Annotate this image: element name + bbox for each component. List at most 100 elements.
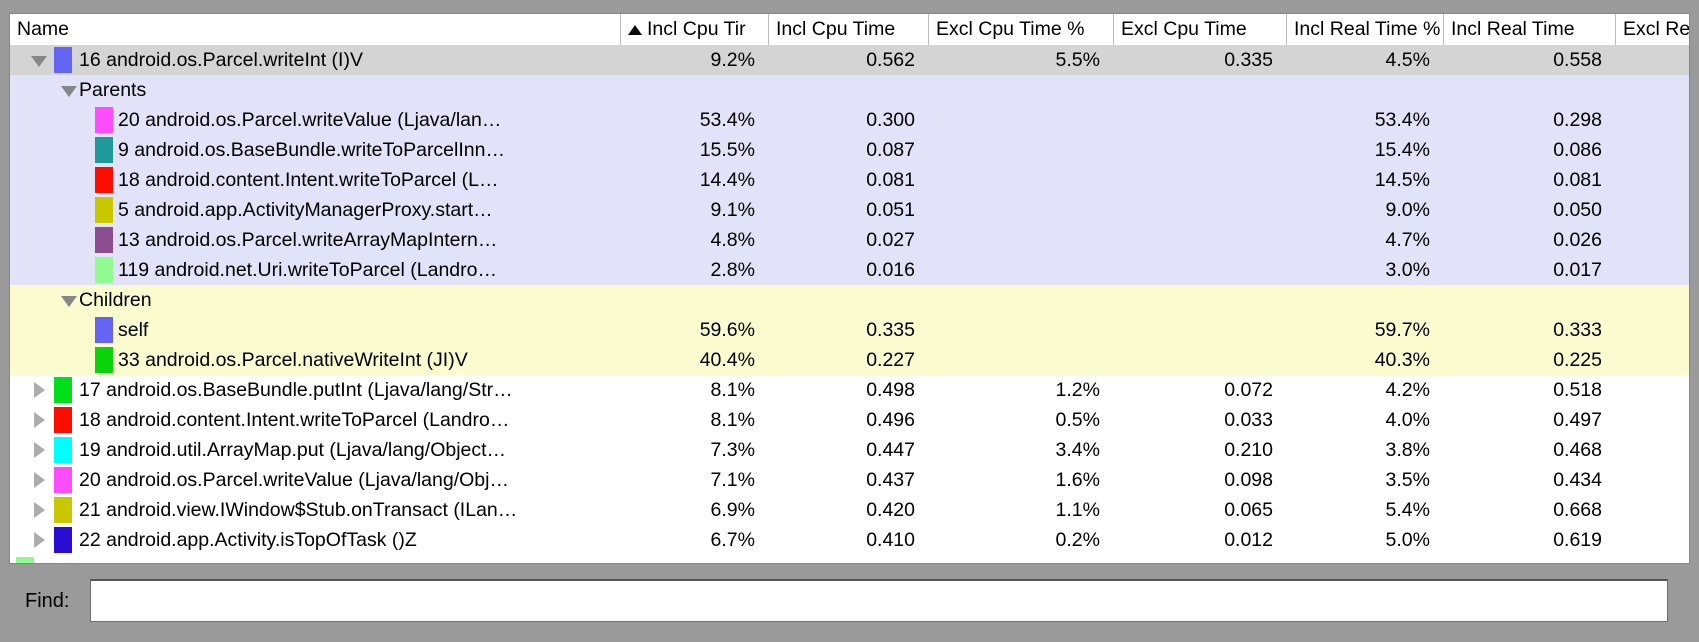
method-name: 18 android.content.Intent.writeToParcel … [79,408,510,431]
method-name: 22 android.app.Activity.isTopOfTask ()Z [79,528,417,551]
method-name: 13 android.os.Parcel.writeArrayMapIntern… [118,228,498,251]
value-cell-incl-real-time: 0.050 [1553,198,1602,221]
expander-expanded-icon[interactable] [61,82,78,99]
expander-expanded-icon[interactable] [61,292,78,309]
column-header-label: Name [17,18,70,40]
table-row[interactable]: 17 android.os.BaseBundle.putInt (Ljava/l… [10,375,1689,405]
expander-collapsed-icon[interactable] [31,531,48,549]
value-cell-excl-cpu-time: 0.210 [1224,438,1273,461]
table-row[interactable]: 20 android.os.Parcel.writeValue (Ljava/l… [10,465,1689,495]
value-cell-incl-real-pct: 53.4% [1374,108,1430,131]
table-row[interactable]: 18 android.content.Intent.writeToParcel … [10,165,1689,195]
method-name: Parents [79,78,147,101]
table-row[interactable]: 18 android.content.Intent.writeToParcel … [10,405,1689,435]
table-row[interactable]: 19 android.util.ArrayMap.put (Ljava/lang… [10,435,1689,465]
section-row[interactable]: Parents [10,75,1689,105]
value-cell-incl-real-pct: 5.4% [1385,498,1430,521]
column-header-incl-real-time[interactable]: Incl Real Time [1443,14,1615,45]
value-cell-incl-cpu-pct: 8.1% [710,378,755,401]
column-header-label: Incl Real Time % [1294,18,1441,40]
method-name: 9 android.os.BaseBundle.writeToParcelInn… [118,138,505,161]
value-cell-incl-real-time: 0.026 [1553,228,1602,251]
value-cell-incl-real-pct: 3.8% [1385,438,1430,461]
value-cell-incl-real-time: 0.017 [1553,258,1602,281]
table-row[interactable]: 9 android.os.BaseBundle.writeToParcelInn… [10,135,1689,165]
expander-collapsed-icon[interactable] [31,381,48,399]
column-header-excl-real[interactable]: Excl Real [1615,14,1689,45]
expander-collapsed-icon[interactable] [31,441,48,459]
color-swatch [54,47,72,73]
value-cell-incl-cpu-pct: 6.7% [710,528,755,551]
color-swatch [54,497,72,523]
table-row[interactable]: 20 android.os.Parcel.writeValue (Ljava/l… [10,105,1689,135]
method-name: self [118,318,149,341]
value-cell-incl-real-pct: 4.5% [1385,48,1430,71]
column-header-incl-real-pct[interactable]: Incl Real Time % [1286,14,1443,45]
color-swatch [95,107,113,133]
value-cell-incl-real-pct: 4.7% [1385,228,1430,251]
profile-method-table: Name Incl Cpu Tir Incl Cpu Time Excl Cpu… [10,14,1689,563]
value-cell-incl-cpu-time: 0.087 [866,138,915,161]
table-row[interactable]: 33 android.os.Parcel.nativeWriteInt (JI)… [10,345,1689,375]
value-cell-excl-cpu-pct: 0.5% [1055,408,1100,431]
method-name: 19 android.util.ArrayMap.put (Ljava/lang… [79,438,507,461]
value-cell-incl-real-time: 0.081 [1553,168,1602,191]
value-cell-incl-real-pct: 59.7% [1374,318,1430,341]
value-cell-incl-cpu-time: 0.562 [866,48,915,71]
value-cell-incl-real-time: 0.086 [1553,138,1602,161]
table-row[interactable]: 5 android.app.ActivityManagerProxy.start… [10,195,1689,225]
value-cell-incl-cpu-pct: 6.9% [710,498,755,521]
table-row[interactable]: 13 android.os.Parcel.writeArrayMapIntern… [10,225,1689,255]
method-name: 21 android.view.IWindow$Stub.onTransact … [79,498,518,521]
method-name: 17 android.os.BaseBundle.putInt (Ljava/l… [79,378,513,401]
table-row[interactable]: 22 android.app.Activity.isTopOfTask ()Z … [10,525,1689,555]
column-header-label: Incl Real Time [1451,18,1575,40]
table-row[interactable]: 21 android.view.IWindow$Stub.onTransact … [10,495,1689,525]
column-header-excl-cpu-pct[interactable]: Excl Cpu Time % [928,14,1113,45]
value-cell-incl-cpu-pct: 9.1% [710,198,755,221]
column-header-excl-cpu-time[interactable]: Excl Cpu Time [1113,14,1286,45]
value-cell-incl-cpu-pct: 7.1% [710,468,755,491]
value-cell-excl-cpu-time: 0.033 [1224,408,1273,431]
expander-expanded-icon[interactable] [31,52,48,69]
column-header-label: Incl Cpu Time [776,18,896,40]
method-name: 16 android.os.Parcel.writeInt (I)V [79,48,363,71]
table-row[interactable]: 16 android.os.Parcel.writeInt (I)V 9.2% 0… [10,45,1689,75]
color-swatch [54,407,72,433]
value-cell-incl-real-pct: 15.4% [1374,138,1430,161]
value-cell-incl-cpu-pct: 2.8% [710,258,755,281]
expander-collapsed-icon[interactable] [31,411,48,429]
section-row[interactable]: Children [10,285,1689,315]
value-cell-excl-cpu-time: 0.335 [1224,48,1273,71]
value-cell-excl-cpu-pct: 1.1% [1055,498,1100,521]
method-name: 33 android.os.Parcel.nativeWriteInt (JI)… [118,348,468,371]
color-swatch [95,227,113,253]
column-header-incl-cpu-pct[interactable]: Incl Cpu Tir [620,14,768,45]
value-cell-incl-cpu-time: 0.227 [866,348,915,371]
expander-collapsed-icon[interactable] [31,471,48,489]
color-swatch [54,377,72,403]
method-name: 20 android.os.Parcel.writeValue (Ljava/l… [118,108,502,131]
value-cell-excl-cpu-time: 0.065 [1224,498,1273,521]
value-cell-incl-real-time: 0.619 [1553,528,1602,551]
value-cell-incl-cpu-time: 0.420 [866,498,915,521]
value-cell-incl-cpu-pct: 4.8% [710,228,755,251]
column-header-incl-cpu-time[interactable]: Incl Cpu Time [768,14,928,45]
value-cell-incl-cpu-time: 0.081 [866,168,915,191]
table-row[interactable]: self 59.6% 0.335 59.7% 0.333 [10,315,1689,345]
value-cell-incl-real-time: 0.518 [1553,378,1602,401]
value-cell-incl-real-time: 0.468 [1553,438,1602,461]
value-cell-incl-real-time: 0.434 [1553,468,1602,491]
value-cell-excl-cpu-time: 0.072 [1224,378,1273,401]
table-header: Name Incl Cpu Tir Incl Cpu Time Excl Cpu… [10,14,1689,45]
expander-collapsed-icon[interactable] [31,501,48,519]
method-name: Children [79,288,152,311]
find-input[interactable] [90,579,1668,622]
value-cell-incl-real-pct: 40.3% [1374,348,1430,371]
column-header-name[interactable]: Name [10,14,620,45]
value-cell-incl-real-time: 0.225 [1553,348,1602,371]
color-swatch [95,257,113,283]
table-row[interactable]: 119 android.net.Uri.writeToParcel (Landr… [10,255,1689,285]
table-row[interactable] [10,555,1689,563]
